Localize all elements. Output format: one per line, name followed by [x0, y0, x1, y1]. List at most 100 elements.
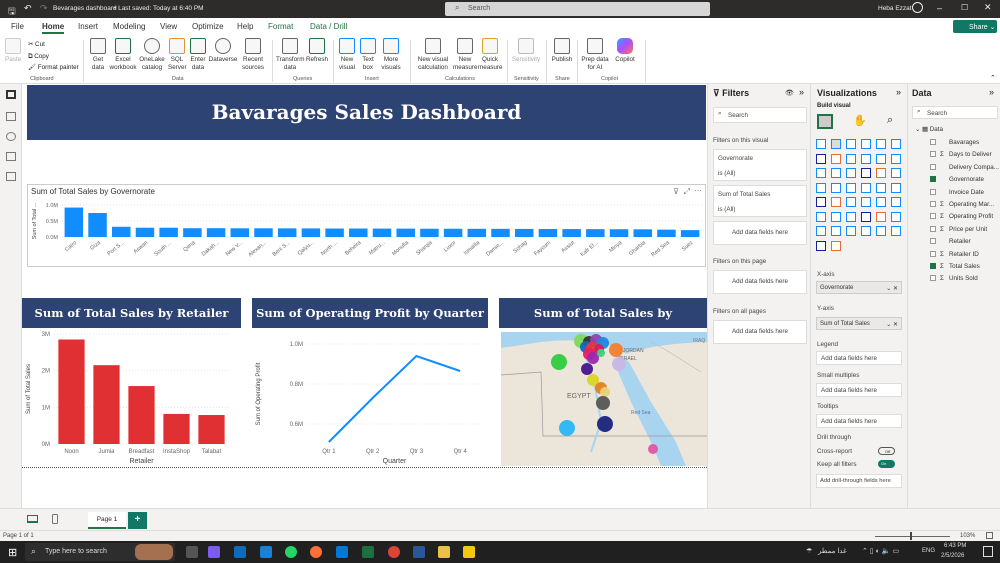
field-item[interactable]: Invoice Date [930, 188, 984, 196]
weather-text[interactable]: غدا ممطر [818, 548, 847, 555]
zoom-slider-thumb[interactable] [910, 532, 912, 540]
field-item[interactable]: Delivery Compa... [930, 163, 999, 171]
field-checkbox[interactable] [930, 163, 936, 170]
store-app-icon[interactable] [234, 546, 246, 558]
field-item[interactable]: Σ Operating Profit [930, 213, 993, 220]
tmdl-view-icon[interactable] [6, 172, 16, 181]
x-axis-field-well[interactable]: Governorate ⌄ ✕ [816, 281, 902, 294]
field-checkbox[interactable] [930, 139, 936, 145]
data-search-input[interactable]: ⌕ Search [912, 106, 998, 119]
dataverse-button[interactable]: Dataverse [208, 38, 238, 64]
visual-type-icon[interactable] [816, 211, 826, 222]
onelake-catalog-button[interactable]: OneLake catalog [139, 38, 165, 72]
field-item[interactable]: Σ Operating Mar... [930, 201, 994, 208]
drill-through-field-well[interactable]: Add drill-through fields here [816, 474, 902, 488]
governorate-map[interactable]: EGYPT JORDAN ISRAEL IRAQ Red Sea [501, 332, 707, 466]
field-item[interactable]: Governorate [930, 176, 984, 183]
tab-format[interactable]: Format [268, 22, 294, 31]
tab-home[interactable]: Home [42, 22, 65, 34]
field-checkbox[interactable] [930, 188, 936, 195]
new-visual-calculation-button[interactable]: New visual calculation [413, 38, 453, 72]
save-icon[interactable]: 🖫 [8, 6, 16, 16]
cross-report-toggle[interactable]: Off [878, 447, 895, 455]
field-item[interactable]: Bavarages [930, 139, 979, 146]
visual-type-icon[interactable] [876, 197, 886, 207]
search-box[interactable]: ⌕ Search [445, 2, 710, 16]
tab-data-drill[interactable]: Data / Drill [310, 22, 348, 31]
visual-type-icon[interactable] [891, 153, 901, 164]
excel-app-icon[interactable] [362, 546, 374, 558]
filters-search-input[interactable]: ⌕ Search [713, 107, 807, 123]
visual-type-icon[interactable] [876, 168, 886, 178]
user-name[interactable]: Heba Ezzat [878, 5, 912, 12]
field-checkbox[interactable] [930, 238, 936, 245]
recent-sources-button[interactable]: Recent sources [239, 38, 267, 72]
field-checkbox[interactable] [930, 213, 936, 220]
minimize-icon[interactable]: – [937, 3, 943, 13]
collapse-ribbon-icon[interactable]: ⌃ [990, 75, 996, 82]
more-options-icon[interactable]: ⋯ [694, 186, 702, 195]
cut-button[interactable]: ✂ Cut [28, 41, 45, 48]
add-all-pages-filter-field[interactable]: Add data fields here [713, 320, 807, 344]
collapse-filters-icon[interactable]: » [799, 87, 805, 97]
notifications-icon[interactable] [983, 546, 993, 557]
whatsapp-app-icon[interactable] [285, 546, 297, 558]
field-checkbox[interactable] [930, 275, 936, 282]
new-measure-button[interactable]: New measure [453, 38, 478, 72]
quick-measure-button[interactable]: Quick measure [478, 38, 503, 72]
windows-start-icon[interactable]: ⊞ [8, 547, 18, 559]
visual-type-icon[interactable] [861, 168, 871, 178]
visual-type-icon[interactable] [831, 211, 841, 222]
build-visual-tab-icon[interactable] [817, 114, 833, 129]
refresh-button[interactable]: Refresh [305, 38, 329, 64]
visual-type-icon[interactable] [816, 197, 826, 207]
visual-type-icon[interactable] [816, 226, 826, 236]
file-explorer-app-icon[interactable] [438, 546, 450, 558]
visual-type-icon[interactable] [891, 168, 901, 178]
report-view-icon[interactable] [6, 90, 16, 99]
visual-type-icon[interactable] [846, 168, 856, 178]
field-item[interactable]: Σ Retailer ID [930, 250, 979, 258]
text-box-button[interactable]: Text box [359, 38, 377, 72]
visual-type-icon[interactable] [831, 226, 841, 236]
publish-button[interactable]: Publish [550, 38, 574, 64]
copy-button[interactable]: ⧉ Copy [28, 52, 49, 60]
y-axis-field-well[interactable]: Sum of Total Sales ⌄ ✕ [816, 317, 902, 330]
visual-type-icon[interactable] [861, 226, 871, 236]
visual-type-icon[interactable] [846, 226, 856, 236]
page-tab-page-1[interactable]: Page 1 [88, 512, 126, 529]
visual-type-icon[interactable] [831, 182, 841, 193]
tooltips-field-well[interactable]: Add data fields here [816, 414, 902, 428]
visual-type-icon[interactable] [876, 139, 886, 149]
visual-type-icon[interactable] [876, 182, 886, 193]
visual-type-icon[interactable] [861, 153, 871, 164]
visual-type-icon[interactable] [831, 139, 841, 149]
close-icon[interactable]: ✕ [984, 2, 992, 12]
vscode-app-icon[interactable] [336, 546, 348, 558]
tab-file[interactable]: File [11, 22, 24, 31]
get-data-button[interactable]: Get data [88, 38, 108, 72]
visual-type-icon[interactable] [816, 168, 826, 178]
weather-icon[interactable]: ☂ [806, 548, 813, 555]
visual-type-icon[interactable] [891, 182, 901, 193]
visual-type-icon[interactable] [861, 139, 871, 149]
visual-type-icon[interactable] [891, 139, 901, 149]
share-button[interactable]: Share ⌄ [953, 20, 997, 33]
field-item[interactable]: Σ Price per Unit [930, 225, 987, 233]
visual-type-icon[interactable] [846, 139, 856, 149]
visual-type-icon[interactable] [891, 211, 901, 222]
excel-workbook-button[interactable]: Excel workbook [109, 38, 137, 72]
power-bi-app-icon[interactable] [463, 546, 475, 558]
more-visuals-button[interactable]: More visuals [380, 38, 402, 72]
redo-icon[interactable]: ↷ [40, 3, 48, 13]
visual-type-icon[interactable] [846, 197, 856, 207]
field-checkbox[interactable] [930, 263, 936, 269]
sensitivity-button[interactable]: Sensitivity [510, 38, 542, 64]
focus-mode-icon[interactable]: ⤢ [683, 187, 690, 196]
visual-type-icon[interactable] [876, 211, 886, 222]
visual-type-icon[interactable] [846, 153, 856, 164]
collapse-data-icon[interactable]: » [989, 87, 995, 97]
eye-icon[interactable]: 👁 [785, 90, 794, 97]
maximize-icon[interactable]: ☐ [961, 3, 969, 12]
word-app-icon[interactable] [413, 546, 425, 558]
